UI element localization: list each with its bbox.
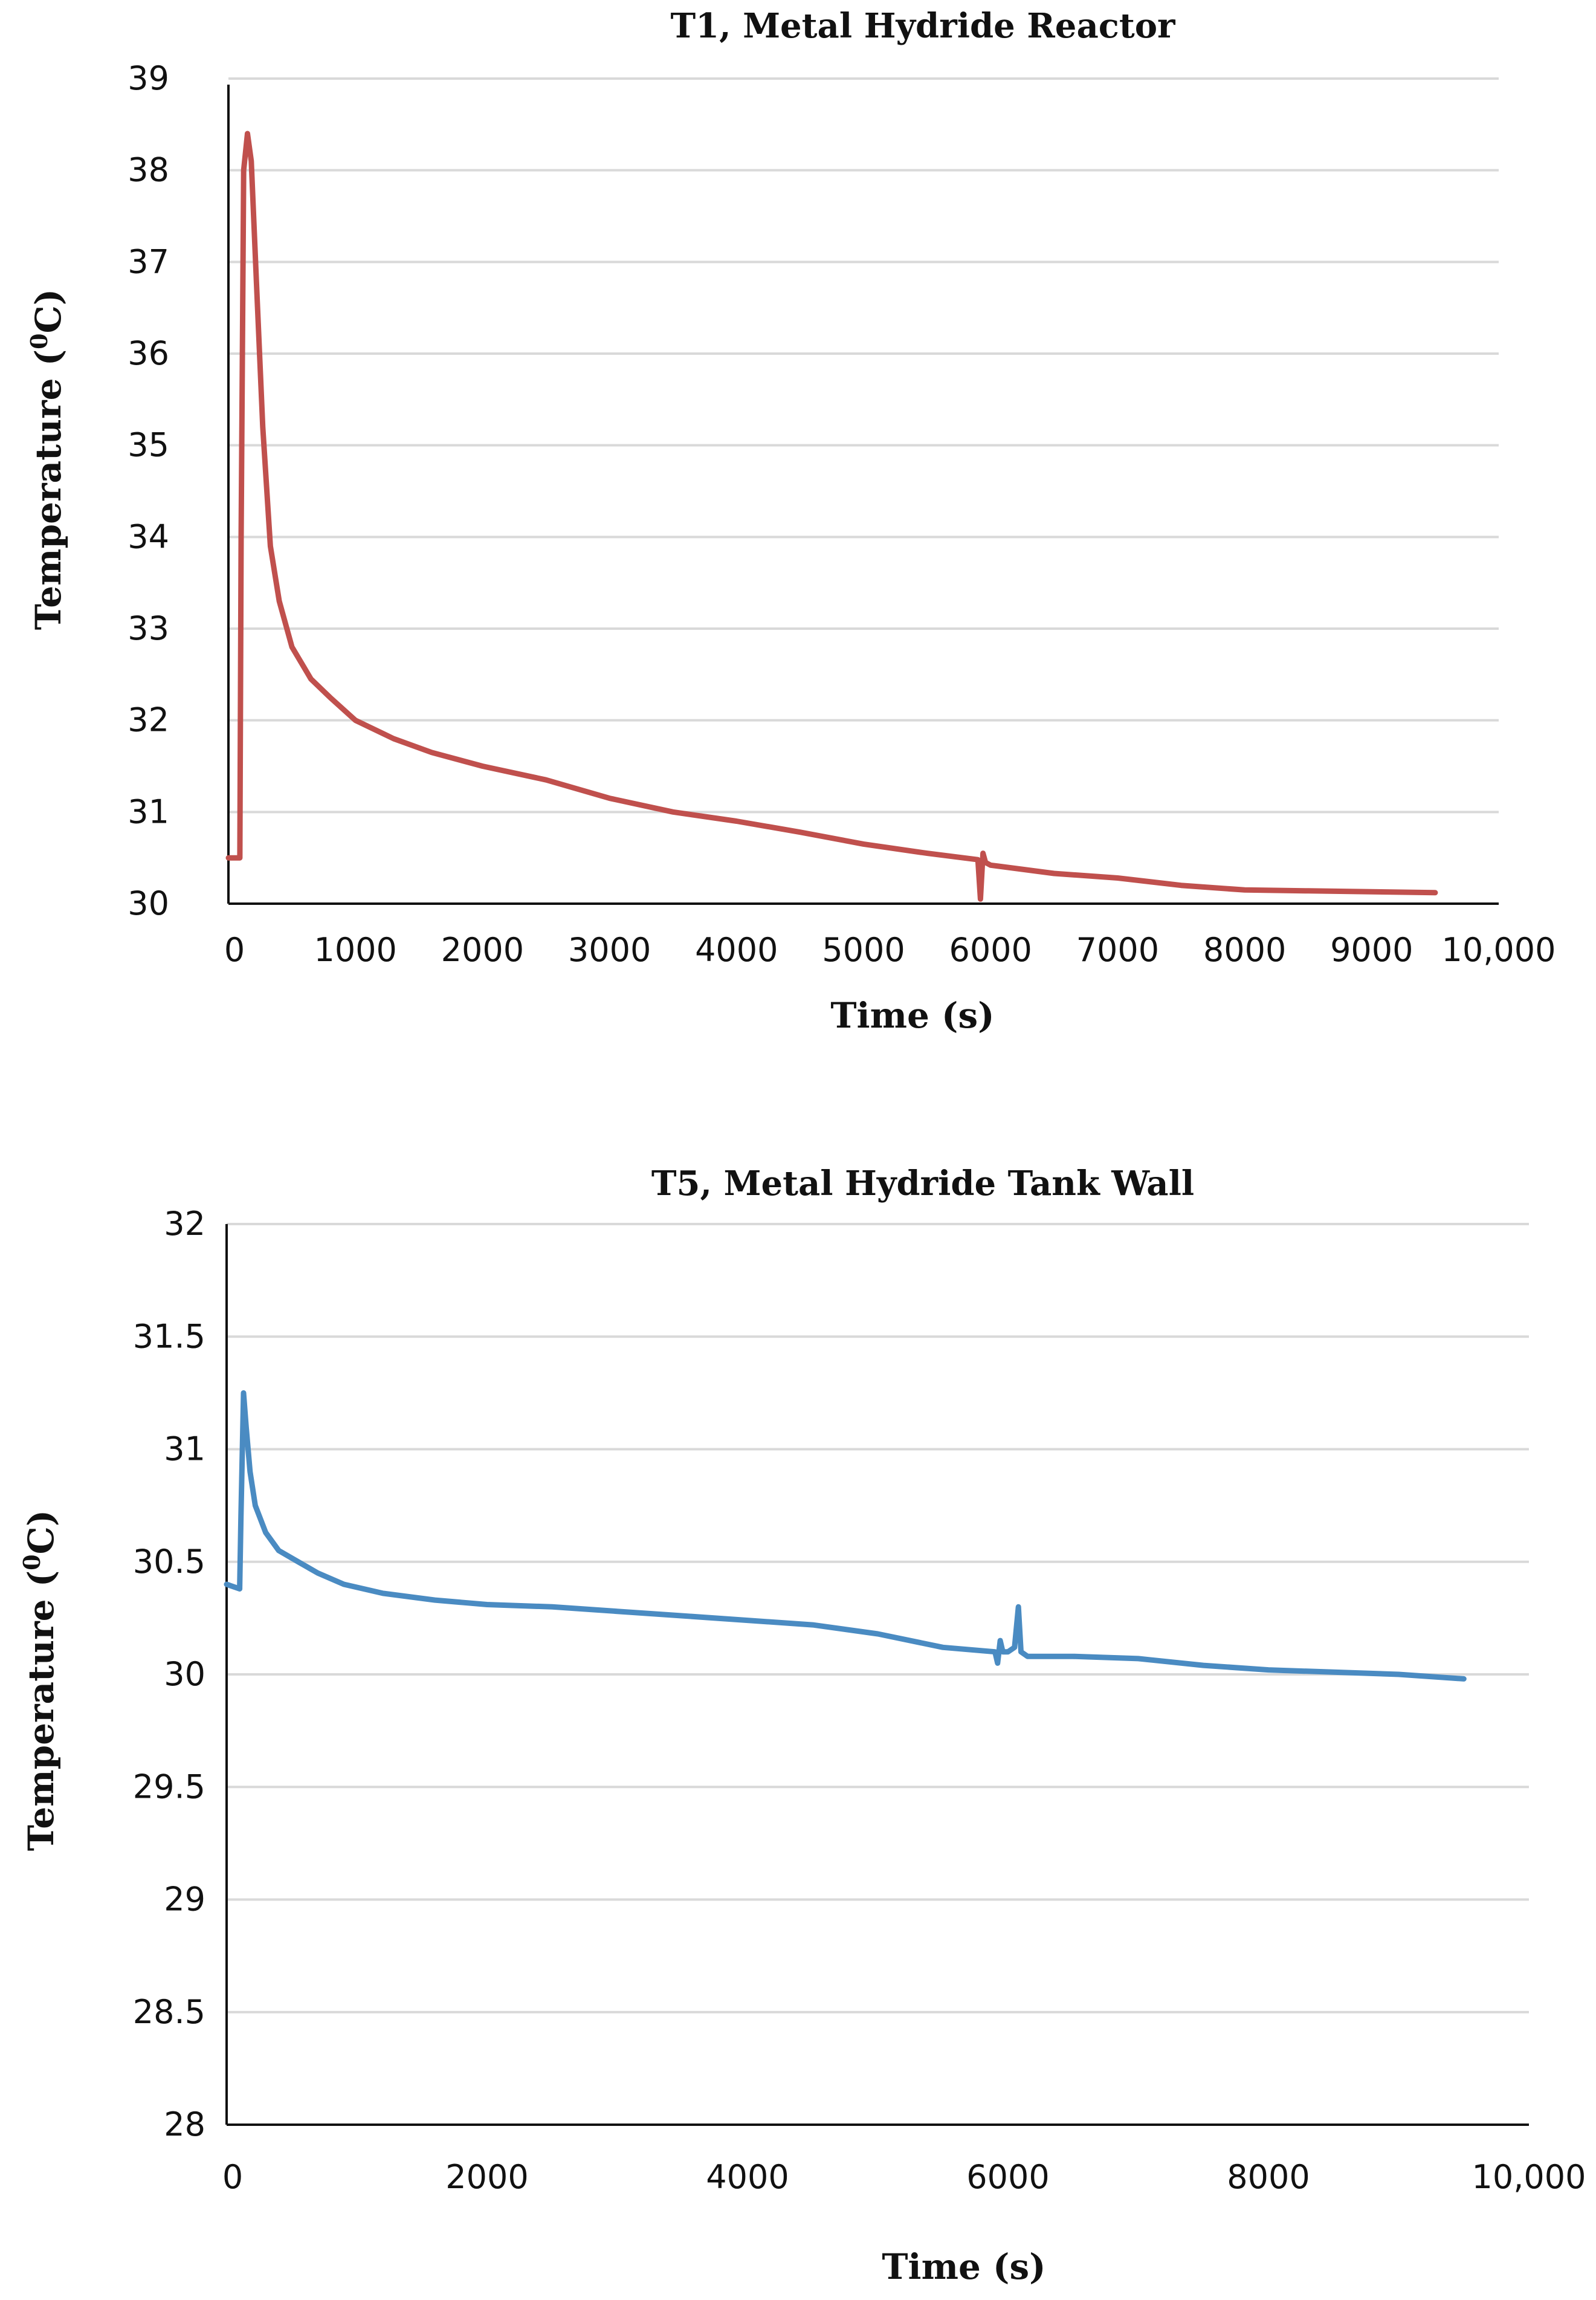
chart-t1-y-tick-labels: 30 31 32 33 34 35 36 37 38 39 (128, 59, 169, 922)
chart-t5-y-tick-8: 32 (164, 1205, 205, 1243)
chart-t5-tank-wall: 28 28.5 29 29.5 30 30.5 31 31.5 32 0 2000 4000 6000… (18, 1164, 1586, 2287)
chart-t1-reactor: 30 31 32 33 34 35 36 37 38 39 0 1000 2000 3000 4000 50… (25, 6, 1556, 1036)
chart-t5-y-tick-7: 31.5 (133, 1317, 205, 1355)
chart-t1-x-tick-0: 0 (224, 931, 245, 969)
chart-t1-x-tick-2: 2000 (441, 931, 524, 969)
chart-t1-series (225, 131, 1438, 902)
chart-t5-title: T5, Metal Hydride Tank Wall (651, 1164, 1194, 1203)
chart-t1-series-line-T1 (225, 131, 1438, 902)
chart-t5-x-tick-2: 4000 (706, 2158, 789, 2196)
chart-t1-x-tick-1: 1000 (314, 931, 396, 969)
chart-t1-y-tick-1: 31 (128, 792, 169, 831)
chart-t5-y-tick-labels: 28 28.5 29 29.5 30 30.5 31 31.5 32 (133, 1205, 205, 2143)
chart-t1-y-axis-label-sup: 0 (25, 333, 53, 349)
chart-t5-x-tick-1: 2000 (445, 2158, 528, 2196)
chart-t5-y-tick-2: 29 (164, 1880, 205, 1919)
chart-t1-axes (227, 85, 1499, 905)
chart-t1-x-tick-10: 10,000 (1442, 931, 1556, 969)
chart-t5-x-axis-label: Time (s) (882, 2246, 1045, 2287)
chart-t1-y-tick-2: 32 (128, 701, 169, 739)
chart-t1-y-tick-5: 35 (128, 426, 169, 464)
chart-t1-y-tick-3: 33 (128, 609, 169, 647)
chart-t1-x-tick-8: 8000 (1203, 931, 1286, 969)
chart-t5-x-tick-5: 10,000 (1472, 2158, 1586, 2196)
chart-t1-y-tick-6: 36 (128, 334, 169, 372)
chart-t5-y-tick-6: 31 (164, 1430, 205, 1468)
chart-t5-y-tick-4: 30 (164, 1655, 205, 1693)
chart-t5-y-tick-5: 30.5 (133, 1543, 205, 1581)
chart-t1-x-tick-9: 9000 (1330, 931, 1413, 969)
chart-t5-y-tick-3: 29.5 (133, 1767, 205, 1806)
chart-t5-series-line-T5 (224, 1390, 1467, 1682)
chart-t5-x-tick-3: 6000 (966, 2158, 1049, 2196)
chart-t1-x-tick-6: 6000 (949, 931, 1032, 969)
chart-t5-y-axis-label-base: Temperature ( (21, 1570, 62, 1851)
chart-t5-x-tick-0: 0 (222, 2158, 243, 2196)
chart-t1-y-tick-9: 39 (128, 59, 169, 97)
chart-t5-axes (225, 1224, 1529, 2126)
chart-t1-y-axis-label-end: C) (28, 289, 69, 334)
chart-t1-x-tick-3: 3000 (568, 931, 651, 969)
chart-t1-y-axis-label: Temperature (0C) (25, 289, 69, 630)
chart-t1-x-tick-labels: 0 1000 2000 3000 4000 5000 6000 7000 8000 9000 10,… (224, 931, 1556, 969)
chart-t1-gridlines (228, 77, 1499, 814)
chart-t5-gridlines (227, 1223, 1529, 2013)
chart-t5-x-tick-4: 8000 (1227, 2158, 1310, 2196)
chart-t1-y-tick-7: 37 (128, 242, 169, 280)
chart-t5-series (224, 1390, 1467, 1682)
chart-t5-x-tick-labels: 0 2000 4000 6000 8000 10,000 (222, 2158, 1586, 2196)
chart-t5-y-axis-label-end: C) (21, 1510, 62, 1555)
chart-t5-y-tick-1: 28.5 (133, 1993, 205, 2031)
chart-t1-y-tick-4: 34 (128, 517, 169, 556)
chart-t5-y-tick-0: 28 (164, 2105, 205, 2143)
chart-t5-y-axis-label-sup: 0 (18, 1554, 45, 1570)
chart-t1-title: T1, Metal Hydride Reactor (670, 6, 1176, 46)
chart-t1-x-axis-label: Time (s) (830, 995, 994, 1036)
chart-t1-x-tick-5: 5000 (822, 931, 905, 969)
chart-t1-y-tick-8: 38 (128, 151, 169, 189)
chart-t1-x-tick-4: 4000 (695, 931, 778, 969)
chart-t5-y-axis-label: Temperature (0C) (18, 1510, 62, 1851)
chart-t1-x-tick-7: 7000 (1076, 931, 1159, 969)
chart-t1-y-axis-label-base: Temperature ( (28, 349, 69, 630)
chart-t1-y-tick-0: 30 (128, 884, 169, 922)
